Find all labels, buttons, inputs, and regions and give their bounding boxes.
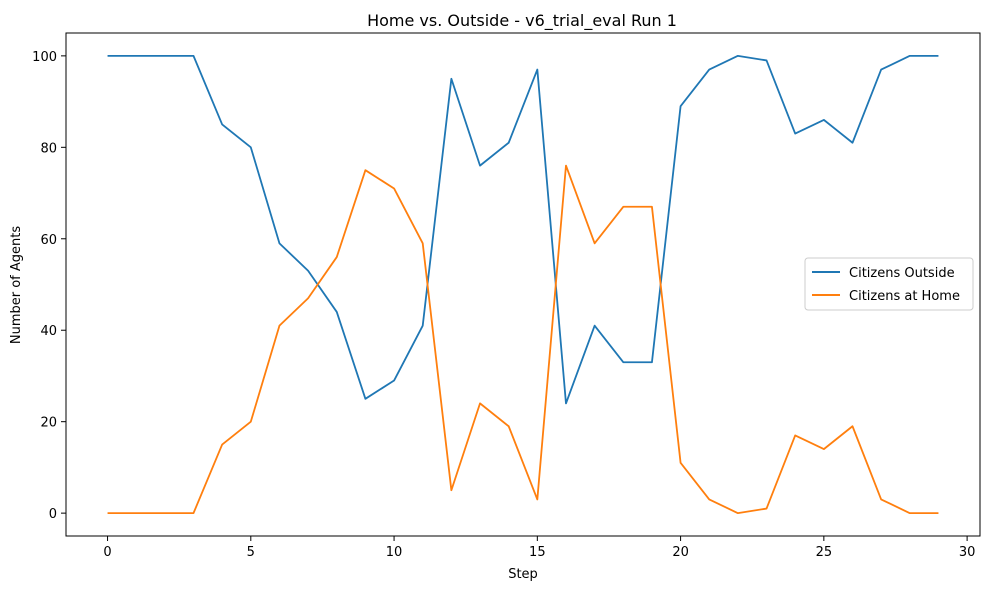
- legend-label-home: Citizens at Home: [849, 289, 960, 304]
- series-line-citizens-at-home: [107, 164, 939, 515]
- x-tick-label: 5: [247, 545, 255, 560]
- x-axis: 0 5 10 15 20 25 30: [103, 536, 975, 560]
- y-tick-label: 0: [49, 507, 57, 522]
- x-axis-title: Step: [508, 567, 538, 582]
- plot-area: [107, 54, 939, 515]
- y-tick-label: 40: [40, 324, 57, 339]
- y-tick-label: 20: [40, 416, 57, 431]
- y-tick-label: 100: [32, 50, 57, 65]
- legend-label-outside: Citizens Outside: [849, 266, 955, 281]
- x-tick-label: 0: [103, 545, 111, 560]
- x-tick-label: 10: [386, 545, 403, 560]
- series-line-citizens-outside: [107, 54, 939, 405]
- x-tick-label: 30: [959, 545, 976, 560]
- legend-box: [804, 257, 974, 311]
- y-axis: 0 20 40 60 80 100: [32, 50, 66, 522]
- plot-frame: [65, 32, 981, 537]
- x-tick-label: 25: [816, 545, 833, 560]
- y-axis-title: Number of Agents: [9, 226, 24, 344]
- legend: Citizens Outside Citizens at Home: [804, 257, 974, 311]
- y-tick-label: 60: [40, 233, 57, 248]
- chart-title: Home vs. Outside - v6_trial_eval Run 1: [367, 11, 677, 31]
- x-tick-label: 15: [529, 545, 546, 560]
- x-tick-label: 20: [672, 545, 689, 560]
- y-tick-label: 80: [40, 141, 57, 156]
